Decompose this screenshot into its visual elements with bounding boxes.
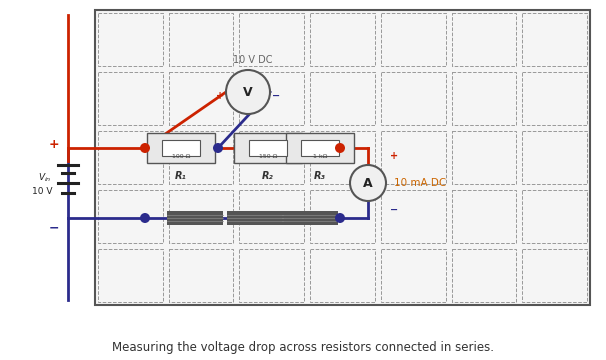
Bar	[381, 249, 445, 302]
Circle shape	[140, 213, 150, 223]
Bar	[310, 131, 375, 184]
Bar	[286, 133, 354, 163]
Text: A: A	[363, 176, 373, 189]
Bar	[301, 140, 339, 156]
Bar	[168, 131, 233, 184]
Bar	[451, 131, 516, 184]
Bar	[381, 13, 445, 66]
Text: $V_{in}$: $V_{in}$	[39, 172, 52, 184]
Bar	[239, 131, 304, 184]
Bar	[522, 131, 587, 184]
Bar	[239, 249, 304, 302]
Text: 100 Ω: 100 Ω	[172, 154, 190, 159]
Bar	[310, 190, 375, 243]
Text: 1 kΩ: 1 kΩ	[313, 154, 327, 159]
Text: +: +	[48, 138, 59, 150]
Bar	[98, 190, 163, 243]
Text: V: V	[243, 86, 253, 99]
Bar	[381, 190, 445, 243]
Bar	[451, 249, 516, 302]
Bar	[168, 72, 233, 125]
Circle shape	[140, 143, 150, 153]
Bar	[98, 131, 163, 184]
Bar	[310, 249, 375, 302]
Circle shape	[213, 143, 223, 153]
Bar	[98, 72, 163, 125]
Text: 10 mA DC: 10 mA DC	[394, 178, 446, 188]
Bar	[239, 72, 304, 125]
Text: R₂: R₂	[262, 171, 274, 181]
Bar	[282, 211, 338, 225]
Bar	[98, 249, 163, 302]
Bar	[162, 140, 200, 156]
Text: +: +	[216, 91, 224, 101]
Circle shape	[335, 143, 345, 153]
Bar	[522, 72, 587, 125]
Bar	[168, 190, 233, 243]
Bar	[522, 190, 587, 243]
Bar	[167, 211, 223, 225]
Bar	[227, 211, 283, 225]
Text: +: +	[390, 151, 398, 161]
Bar	[522, 13, 587, 66]
Bar	[381, 72, 445, 125]
Bar	[522, 249, 587, 302]
Circle shape	[226, 70, 270, 114]
Bar	[310, 13, 375, 66]
Bar	[98, 13, 163, 66]
Bar	[451, 72, 516, 125]
Text: −: −	[390, 205, 398, 215]
Text: Measuring the voltage drop across resistors connected in series.: Measuring the voltage drop across resist…	[112, 342, 494, 355]
Bar	[249, 140, 287, 156]
Bar	[381, 131, 445, 184]
Text: 150 Ω: 150 Ω	[259, 154, 277, 159]
Text: −: −	[48, 221, 59, 234]
Bar	[95, 10, 590, 305]
Bar	[239, 13, 304, 66]
Circle shape	[350, 165, 386, 201]
Text: 10 V DC: 10 V DC	[233, 55, 273, 65]
Text: −: −	[272, 91, 280, 101]
Bar	[168, 13, 233, 66]
Bar	[451, 190, 516, 243]
Text: 10 V: 10 V	[32, 186, 52, 195]
Bar	[310, 72, 375, 125]
Bar	[168, 249, 233, 302]
Text: R₁: R₁	[175, 171, 187, 181]
Bar	[239, 190, 304, 243]
Bar	[234, 133, 302, 163]
Text: R₃: R₃	[314, 171, 326, 181]
Bar	[451, 13, 516, 66]
Bar	[147, 133, 215, 163]
Circle shape	[335, 213, 345, 223]
